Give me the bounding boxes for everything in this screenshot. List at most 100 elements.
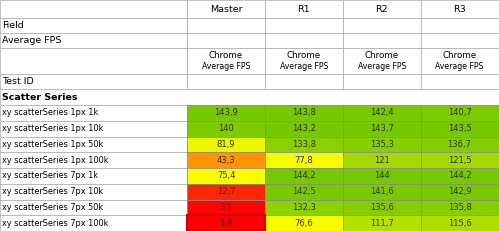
Text: 140: 140 — [218, 124, 234, 133]
Text: 143,9: 143,9 — [214, 108, 238, 117]
Text: 133,8: 133,8 — [292, 140, 316, 149]
FancyBboxPatch shape — [421, 74, 499, 89]
FancyBboxPatch shape — [421, 48, 499, 74]
FancyBboxPatch shape — [187, 137, 265, 152]
Text: Chrome: Chrome — [365, 51, 399, 60]
FancyBboxPatch shape — [421, 33, 499, 48]
FancyBboxPatch shape — [0, 18, 187, 33]
FancyBboxPatch shape — [265, 48, 343, 74]
Text: 1,8: 1,8 — [220, 219, 233, 228]
Text: 142,9: 142,9 — [448, 187, 472, 196]
FancyBboxPatch shape — [187, 18, 265, 33]
Text: 144,2: 144,2 — [448, 171, 472, 180]
FancyBboxPatch shape — [421, 137, 499, 152]
FancyBboxPatch shape — [343, 200, 421, 215]
Text: 43,3: 43,3 — [217, 156, 236, 165]
FancyBboxPatch shape — [0, 184, 187, 200]
FancyBboxPatch shape — [421, 0, 499, 18]
FancyBboxPatch shape — [343, 33, 421, 48]
FancyBboxPatch shape — [265, 152, 343, 168]
FancyBboxPatch shape — [0, 0, 187, 18]
FancyBboxPatch shape — [265, 105, 343, 121]
FancyBboxPatch shape — [0, 74, 187, 89]
FancyBboxPatch shape — [187, 0, 265, 18]
Text: 136,7: 136,7 — [448, 140, 472, 149]
FancyBboxPatch shape — [343, 74, 421, 89]
Text: 121,5: 121,5 — [448, 156, 472, 165]
Text: 142,5: 142,5 — [292, 187, 316, 196]
Text: 142,4: 142,4 — [370, 108, 394, 117]
FancyBboxPatch shape — [265, 168, 343, 184]
FancyBboxPatch shape — [187, 168, 265, 184]
FancyBboxPatch shape — [187, 105, 265, 121]
FancyBboxPatch shape — [343, 18, 421, 33]
FancyBboxPatch shape — [187, 121, 265, 137]
FancyBboxPatch shape — [265, 121, 343, 137]
FancyBboxPatch shape — [343, 0, 421, 18]
Text: Average FPS: Average FPS — [358, 62, 406, 71]
Text: 76,6: 76,6 — [294, 219, 313, 228]
FancyBboxPatch shape — [0, 152, 187, 168]
Text: xy scatterSeries 1px 50k: xy scatterSeries 1px 50k — [2, 140, 104, 149]
Text: xy scatterSeries 7px 10k: xy scatterSeries 7px 10k — [2, 187, 104, 196]
Text: 111,7: 111,7 — [370, 219, 394, 228]
Text: Average FPS: Average FPS — [202, 62, 250, 71]
Text: R2: R2 — [375, 4, 388, 13]
Text: xy scatterSeries 1px 1k: xy scatterSeries 1px 1k — [2, 108, 99, 117]
FancyBboxPatch shape — [343, 137, 421, 152]
FancyBboxPatch shape — [343, 184, 421, 200]
FancyBboxPatch shape — [343, 105, 421, 121]
Text: 75,4: 75,4 — [217, 171, 236, 180]
Text: xy scatterSeries 1px 100k: xy scatterSeries 1px 100k — [2, 156, 109, 165]
Text: Average FPS: Average FPS — [436, 62, 484, 71]
Text: 135,8: 135,8 — [448, 203, 472, 212]
FancyBboxPatch shape — [343, 215, 421, 231]
Text: xy scatterSeries 7px 50k: xy scatterSeries 7px 50k — [2, 203, 104, 212]
Text: Average FPS: Average FPS — [280, 62, 328, 71]
Text: 3,1: 3,1 — [220, 203, 233, 212]
FancyBboxPatch shape — [421, 105, 499, 121]
Text: 135,6: 135,6 — [370, 203, 394, 212]
FancyBboxPatch shape — [0, 89, 499, 105]
FancyBboxPatch shape — [421, 18, 499, 33]
Text: Field: Field — [2, 21, 24, 30]
FancyBboxPatch shape — [0, 137, 187, 152]
FancyBboxPatch shape — [187, 152, 265, 168]
FancyBboxPatch shape — [343, 168, 421, 184]
FancyBboxPatch shape — [187, 33, 265, 48]
FancyBboxPatch shape — [343, 121, 421, 137]
Text: 140,7: 140,7 — [448, 108, 472, 117]
Text: 143,8: 143,8 — [292, 108, 316, 117]
FancyBboxPatch shape — [265, 137, 343, 152]
Text: 121: 121 — [374, 156, 390, 165]
FancyBboxPatch shape — [0, 121, 187, 137]
Text: xy scatterSeries 1px 10k: xy scatterSeries 1px 10k — [2, 124, 104, 133]
FancyBboxPatch shape — [187, 200, 265, 215]
FancyBboxPatch shape — [187, 215, 265, 231]
FancyBboxPatch shape — [265, 74, 343, 89]
FancyBboxPatch shape — [265, 0, 343, 18]
Text: Average FPS: Average FPS — [2, 36, 62, 45]
FancyBboxPatch shape — [187, 184, 265, 200]
Text: 144: 144 — [374, 171, 390, 180]
Text: 143,7: 143,7 — [370, 124, 394, 133]
FancyBboxPatch shape — [0, 200, 187, 215]
Text: R1: R1 — [297, 4, 310, 13]
FancyBboxPatch shape — [265, 215, 343, 231]
FancyBboxPatch shape — [0, 48, 187, 74]
Text: 77,8: 77,8 — [294, 156, 313, 165]
Text: 143,5: 143,5 — [448, 124, 472, 133]
FancyBboxPatch shape — [343, 48, 421, 74]
Text: Chrome: Chrome — [209, 51, 243, 60]
Text: Chrome: Chrome — [443, 51, 477, 60]
FancyBboxPatch shape — [0, 215, 187, 231]
FancyBboxPatch shape — [187, 74, 265, 89]
Text: Test ID: Test ID — [2, 77, 34, 86]
FancyBboxPatch shape — [421, 152, 499, 168]
Text: Chrome: Chrome — [287, 51, 321, 60]
Text: 143,2: 143,2 — [292, 124, 316, 133]
FancyBboxPatch shape — [421, 215, 499, 231]
FancyBboxPatch shape — [343, 152, 421, 168]
Text: 115,6: 115,6 — [448, 219, 472, 228]
FancyBboxPatch shape — [265, 33, 343, 48]
